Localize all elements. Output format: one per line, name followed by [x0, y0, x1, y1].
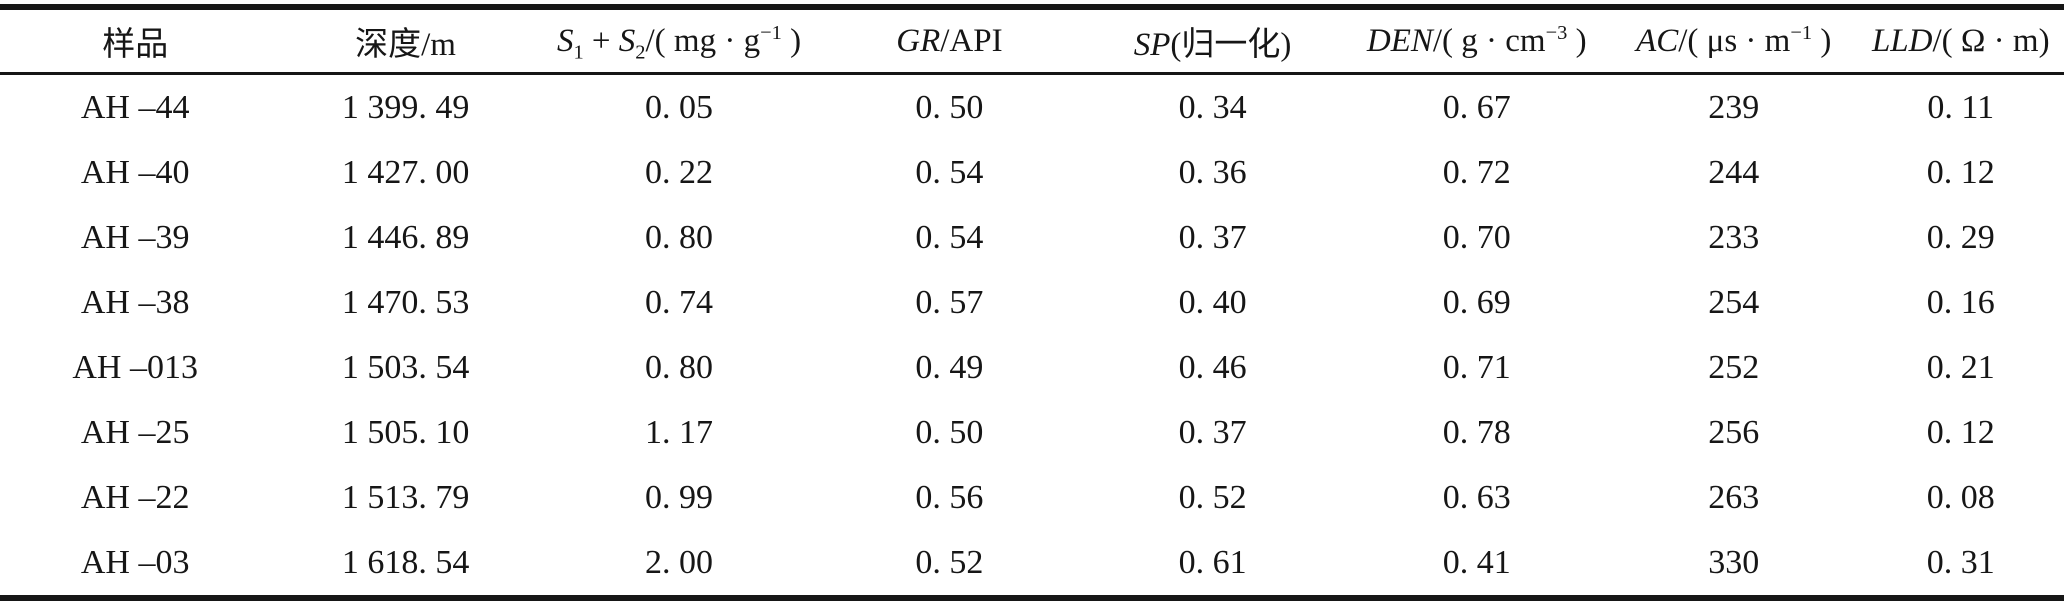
- cell-den: 0. 63: [1442, 478, 1511, 516]
- table-row: AH –03 1 618. 54 2. 00 0. 52 0. 61 0. 41 330 0.…: [0, 530, 2064, 598]
- cell-depth-m: 1 446. 89: [341, 218, 470, 256]
- table-row: AH –38 1 470. 53 0. 74 0. 57 0. 40 0. 69 254 0.…: [0, 270, 2064, 335]
- cell-depth-m: 1 427. 00: [341, 153, 470, 191]
- header-row: 样品 深度/m S1 + S2/( mg · g−1 ) GR/API SP(归一化) D…: [0, 7, 2064, 74]
- table-row: AH –25 1 505. 10 1. 17 0. 50 0. 37 0. 78 256 0.…: [0, 400, 2064, 465]
- cell-s1-plus-s2: 0. 74: [645, 283, 714, 321]
- cell-ac: 256: [1708, 413, 1760, 451]
- cell-sp-normalized: 0. 36: [1178, 153, 1247, 191]
- cell-s1-plus-s2: 0. 80: [645, 218, 714, 256]
- cell-gr-api: 0. 54: [915, 218, 984, 256]
- cell-ac: 330: [1708, 543, 1760, 581]
- cell-sample: AH –39: [80, 218, 190, 256]
- cell-sp-normalized: 0. 34: [1178, 88, 1247, 126]
- cell-s1-plus-s2: 2. 00: [645, 543, 714, 581]
- cell-gr-api: 0. 50: [915, 88, 984, 126]
- cell-den: 0. 67: [1442, 88, 1511, 126]
- cell-lld: 0. 29: [1926, 218, 1995, 256]
- cell-lld: 0. 16: [1926, 283, 1995, 321]
- well-log-sample-table: 样品 深度/m S1 + S2/( mg · g−1 ) GR/API SP(归一化) D…: [0, 4, 2064, 601]
- column-header-ac: AC/( μs · m−1 ): [1636, 21, 1832, 59]
- cell-den: 0. 78: [1442, 413, 1511, 451]
- column-header-gr-api: GR/API: [896, 22, 1003, 59]
- cell-ac: 263: [1708, 478, 1760, 516]
- cell-den: 0. 69: [1442, 283, 1511, 321]
- cell-lld: 0. 12: [1926, 413, 1995, 451]
- cell-den: 0. 70: [1442, 218, 1511, 256]
- table-row: AH –40 1 427. 00 0. 22 0. 54 0. 36 0. 72 244 0.…: [0, 140, 2064, 205]
- table-row: AH –39 1 446. 89 0. 80 0. 54 0. 37 0. 70 233 0.…: [0, 205, 2064, 270]
- cell-depth-m: 1 470. 53: [341, 283, 470, 321]
- cell-lld: 0. 31: [1926, 543, 1995, 581]
- cell-gr-api: 0. 56: [915, 478, 984, 516]
- cell-sp-normalized: 0. 61: [1178, 543, 1247, 581]
- cell-den: 0. 72: [1442, 153, 1511, 191]
- cell-sample: AH –25: [80, 413, 190, 451]
- column-header-depth-m: 深度/m: [355, 27, 456, 63]
- cell-s1-plus-s2: 1. 17: [645, 413, 714, 451]
- table-body: AH –44 1 399. 49 0. 05 0. 50 0. 34 0. 67 239 0.…: [0, 74, 2064, 599]
- cell-sp-normalized: 0. 37: [1178, 413, 1247, 451]
- cell-ac: 239: [1708, 88, 1760, 126]
- column-header-sample: 样品: [102, 27, 169, 63]
- column-header-s1-plus-s2: S1 + S2/( mg · g−1 ): [556, 21, 802, 64]
- cell-sample: AH –38: [80, 283, 190, 321]
- cell-gr-api: 0. 52: [915, 543, 984, 581]
- column-header-lld: LLD/( Ω · m): [1871, 22, 2050, 59]
- cell-sample: AH –03: [80, 543, 190, 581]
- cell-gr-api: 0. 54: [915, 153, 984, 191]
- cell-sample: AH –22: [80, 478, 190, 516]
- cell-s1-plus-s2: 0. 22: [645, 153, 714, 191]
- cell-lld: 0. 21: [1926, 348, 1995, 386]
- cell-sample: AH –40: [80, 153, 190, 191]
- cell-lld: 0. 08: [1926, 478, 1995, 516]
- table-row: AH –44 1 399. 49 0. 05 0. 50 0. 34 0. 67 239 0.…: [0, 74, 2064, 141]
- cell-ac: 252: [1708, 348, 1760, 386]
- cell-lld: 0. 12: [1926, 153, 1995, 191]
- cell-sp-normalized: 0. 37: [1178, 218, 1247, 256]
- cell-gr-api: 0. 57: [915, 283, 984, 321]
- cell-sp-normalized: 0. 46: [1178, 348, 1247, 386]
- cell-ac: 233: [1708, 218, 1760, 256]
- column-header-sp-normalized: SP(归一化): [1133, 27, 1292, 63]
- cell-gr-api: 0. 49: [915, 348, 984, 386]
- table-row: AH –013 1 503. 54 0. 80 0. 49 0. 46 0. 71 252 0…: [0, 335, 2064, 400]
- cell-depth-m: 1 618. 54: [341, 543, 470, 581]
- table-header: 样品 深度/m S1 + S2/( mg · g−1 ) GR/API SP(归一化) D…: [0, 7, 2064, 74]
- cell-lld: 0. 11: [1927, 88, 1995, 126]
- cell-ac: 244: [1708, 153, 1760, 191]
- cell-depth-m: 1 399. 49: [341, 88, 470, 126]
- cell-s1-plus-s2: 0. 80: [645, 348, 714, 386]
- cell-depth-m: 1 505. 10: [341, 413, 470, 451]
- cell-sp-normalized: 0. 52: [1178, 478, 1247, 516]
- table-row: AH –22 1 513. 79 0. 99 0. 56 0. 52 0. 63 263 0.…: [0, 465, 2064, 530]
- cell-sample: AH –013: [72, 348, 198, 386]
- cell-sp-normalized: 0. 40: [1178, 283, 1247, 321]
- cell-den: 0. 41: [1442, 543, 1511, 581]
- column-header-den: DEN/( g · cm−3 ): [1366, 21, 1587, 59]
- cell-den: 0. 71: [1442, 348, 1511, 386]
- cell-gr-api: 0. 50: [915, 413, 984, 451]
- cell-sample: AH –44: [80, 88, 190, 126]
- cell-s1-plus-s2: 0. 05: [645, 88, 714, 126]
- cell-ac: 254: [1708, 283, 1760, 321]
- cell-depth-m: 1 503. 54: [341, 348, 470, 386]
- cell-depth-m: 1 513. 79: [341, 478, 470, 516]
- cell-s1-plus-s2: 0. 99: [645, 478, 714, 516]
